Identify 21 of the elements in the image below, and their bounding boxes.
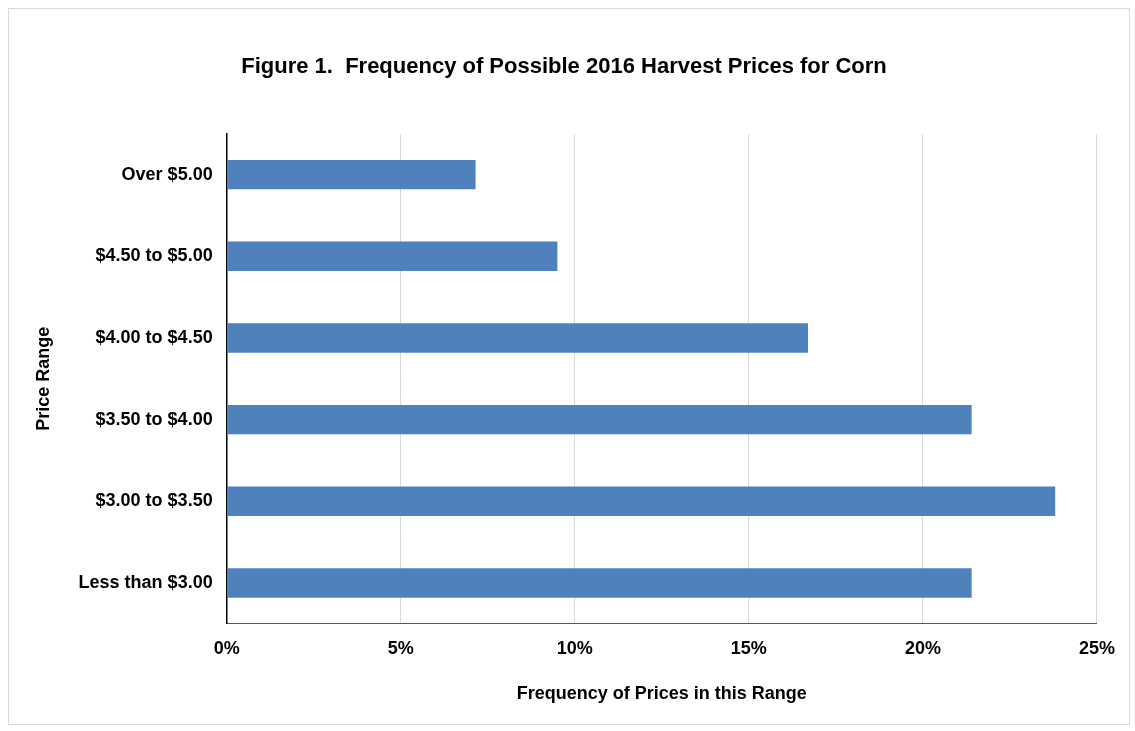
bar xyxy=(227,404,972,435)
bar xyxy=(227,241,558,271)
x-tick-label: 20% xyxy=(904,637,941,658)
x-tick-label: 10% xyxy=(556,637,593,658)
y-tick-label: $4.00 to $4.50 xyxy=(95,326,213,347)
y-tick-label: Less than $3.00 xyxy=(78,571,213,592)
bar xyxy=(227,323,809,353)
x-tick-label: 5% xyxy=(387,637,414,658)
x-axis-title: Frequency of Prices in this Range xyxy=(516,683,807,704)
x-tick-label: 25% xyxy=(1078,637,1115,658)
y-axis-title: Price Range xyxy=(32,326,53,431)
y-tick-label: $3.50 to $4.00 xyxy=(95,408,213,429)
bar xyxy=(227,568,972,598)
x-tick-label: 15% xyxy=(730,637,767,658)
x-tick-label: 0% xyxy=(213,637,240,658)
bar xyxy=(227,159,476,190)
y-tick-label: $3.00 to $3.50 xyxy=(95,490,213,511)
y-tick-label: $4.50 to $5.00 xyxy=(95,245,213,266)
bar xyxy=(227,486,1056,516)
chart-title: Figure 1. Frequency of Possible 2016 Harvest Prices for Corn xyxy=(240,53,888,79)
y-tick-label: Over $5.00 xyxy=(121,163,213,184)
